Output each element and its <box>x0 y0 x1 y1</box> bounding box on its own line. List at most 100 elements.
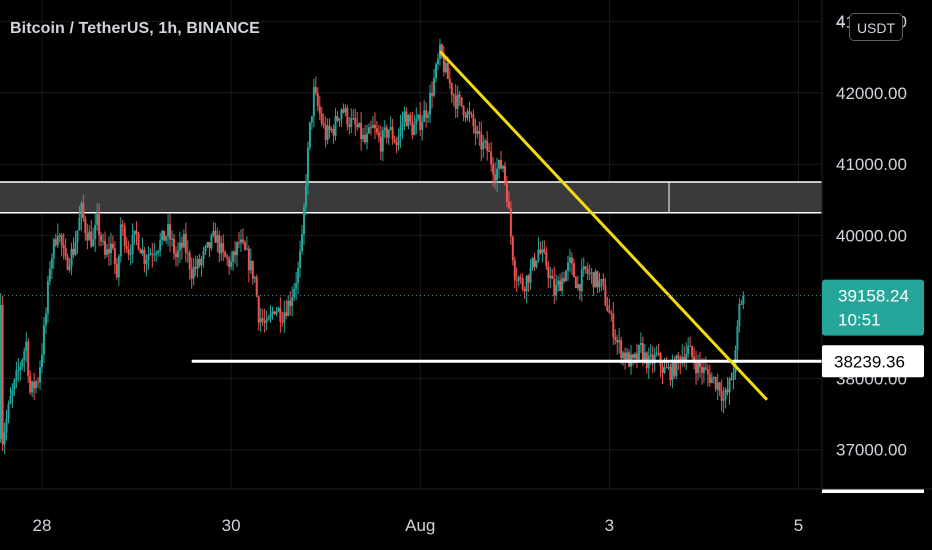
candle-body <box>492 164 495 175</box>
candle-body <box>159 239 162 251</box>
support-level-badge[interactable] <box>822 345 924 378</box>
candle-body <box>29 375 32 393</box>
candle-body <box>41 354 43 368</box>
drawings[interactable] <box>0 50 822 401</box>
trendline[interactable] <box>438 50 769 401</box>
candle-body <box>98 212 101 235</box>
candle-body <box>718 382 721 391</box>
candle-body <box>474 125 477 134</box>
candle-body <box>354 118 357 125</box>
candle-body <box>151 253 154 255</box>
candle-body <box>476 130 479 134</box>
resistance-zone[interactable] <box>0 181 822 214</box>
candle-body <box>655 353 658 355</box>
candle-body <box>462 105 465 115</box>
candle-body <box>301 233 304 252</box>
candle-body <box>135 230 138 234</box>
last-price-badge[interactable] <box>822 279 924 336</box>
candle-body <box>52 239 55 259</box>
candle-body <box>490 151 493 165</box>
candle-body <box>94 224 97 240</box>
candle-body <box>618 340 621 343</box>
candle-body <box>675 355 678 377</box>
candle-body <box>425 110 428 118</box>
chart-title: Bitcoin / TetherUS, 1h, BINANCE <box>10 20 260 37</box>
candle-body <box>387 129 390 138</box>
candle-body <box>328 125 331 131</box>
candle-body <box>332 128 335 136</box>
candle-body <box>133 230 136 236</box>
candle-body <box>141 249 144 254</box>
candle-body <box>342 109 345 113</box>
price-tick-label-partial: 4 <box>836 12 845 31</box>
candle-body <box>391 126 394 140</box>
candle-body <box>466 111 469 118</box>
candle-body <box>423 110 426 122</box>
candle-body <box>143 249 146 264</box>
candle-body <box>358 122 361 128</box>
candle-body <box>574 277 577 288</box>
candle-body <box>541 249 544 254</box>
candle-body <box>62 244 65 249</box>
candle-body <box>592 272 595 288</box>
candle-body <box>208 242 211 249</box>
candle-body <box>178 242 181 251</box>
candle-body <box>253 277 256 279</box>
candle-body <box>293 288 296 298</box>
candle-body <box>710 377 713 383</box>
candle-body <box>413 124 416 136</box>
candle-body <box>190 269 193 279</box>
candle-body <box>297 267 300 283</box>
candle-body <box>643 352 646 361</box>
candle-body <box>362 135 365 140</box>
candle-body <box>700 366 703 373</box>
candle-body <box>21 360 24 367</box>
candle-body <box>427 114 430 118</box>
candle-body <box>216 235 219 243</box>
candle-body <box>234 251 237 256</box>
candle-body <box>360 122 363 140</box>
candle-body <box>610 312 613 314</box>
candle-body <box>82 203 85 219</box>
candle-body <box>513 260 516 280</box>
candle-body <box>137 233 140 250</box>
price-axis[interactable]: 41000.0042000.0041000.0040000.0038000.00… <box>821 0 932 550</box>
candle-body <box>393 139 396 143</box>
candle-body <box>220 243 223 254</box>
candle-body <box>421 121 424 130</box>
resistance-zone-fill[interactable] <box>0 182 822 213</box>
candle-body <box>521 278 524 290</box>
candle-body <box>435 64 437 79</box>
candle-body <box>582 266 585 270</box>
candle-body <box>188 252 191 270</box>
candle-body <box>259 318 262 323</box>
candle-body <box>157 250 160 254</box>
candle-body <box>594 271 597 288</box>
candle-body <box>123 226 126 247</box>
candle-body <box>515 279 518 281</box>
time-axis[interactable]: 28 30 Aug 3 5 <box>0 488 932 535</box>
candle-body <box>42 325 45 355</box>
candle-body <box>677 355 680 358</box>
candle-body <box>561 278 564 291</box>
candle-body <box>7 403 10 419</box>
candle-body <box>255 277 258 297</box>
candle-body <box>310 116 313 123</box>
candle-body <box>84 218 87 234</box>
candle-body <box>480 133 483 150</box>
candle-body <box>535 260 538 267</box>
candle-body <box>369 127 372 129</box>
last-price-label: 39158.24 <box>838 287 909 306</box>
candle-body <box>174 253 177 258</box>
candle-body <box>401 122 404 127</box>
candle-body <box>155 253 158 255</box>
candle-body <box>632 354 634 358</box>
candle-body <box>257 296 260 323</box>
time-tick-label: 3 <box>605 516 614 535</box>
currency-button[interactable]: USDT <box>849 13 903 41</box>
candle-body <box>184 233 187 253</box>
candle-body <box>600 279 603 281</box>
candle-body <box>228 258 231 267</box>
candle-body <box>180 242 183 248</box>
